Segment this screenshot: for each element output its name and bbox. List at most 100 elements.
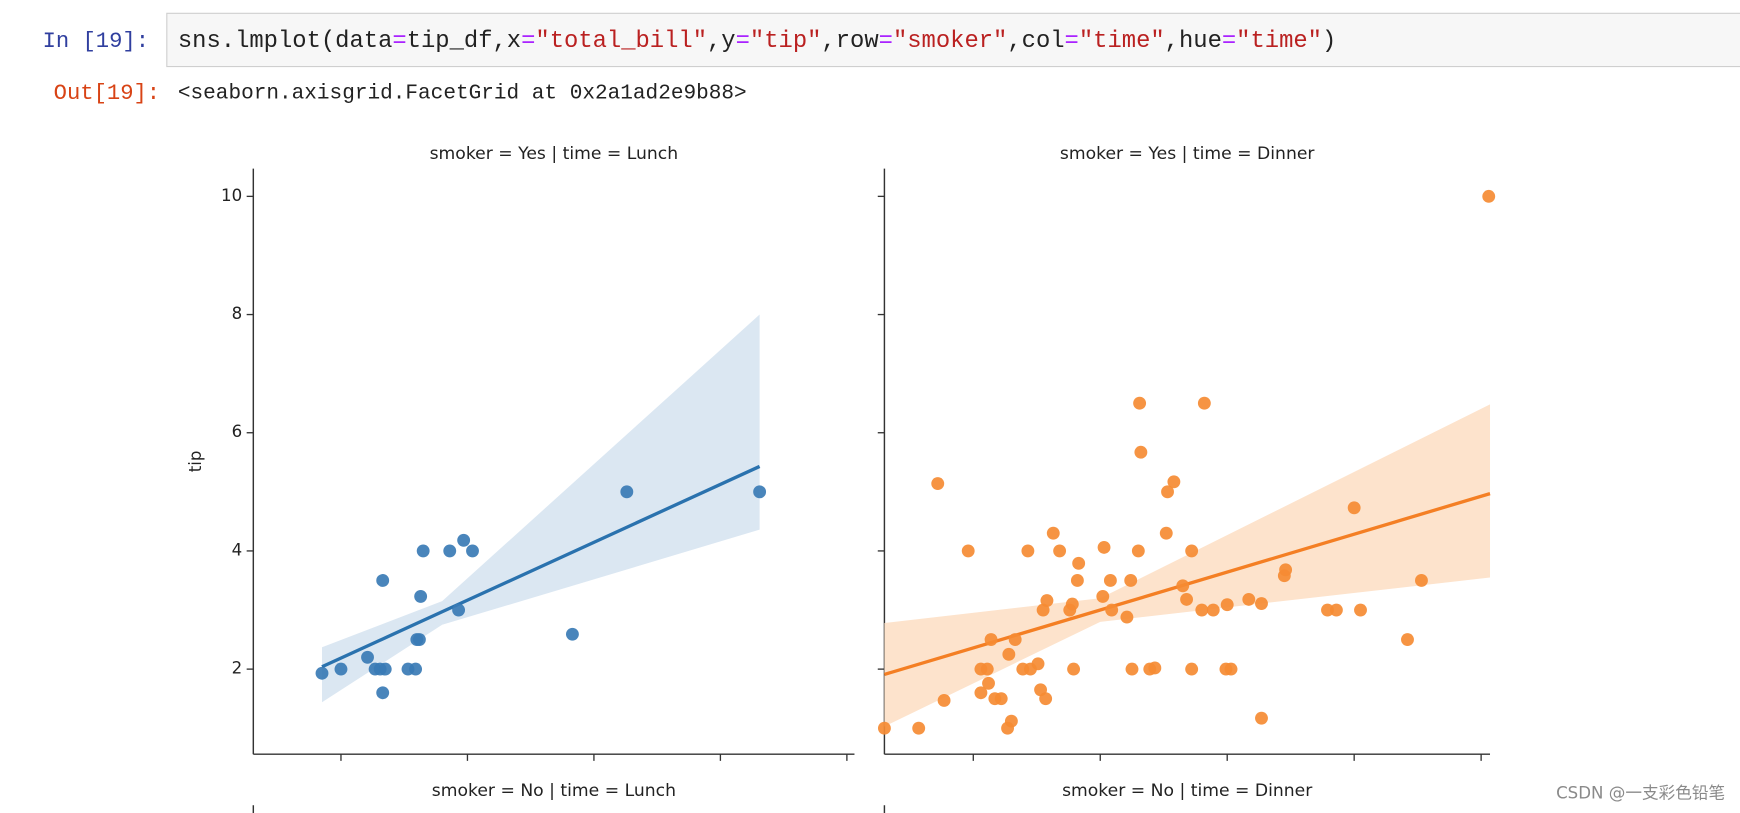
code-token: tip_df,x xyxy=(407,28,521,55)
point xyxy=(412,633,426,647)
point xyxy=(376,686,390,700)
point xyxy=(1097,540,1111,554)
point xyxy=(1220,598,1234,612)
point xyxy=(1159,526,1173,540)
point xyxy=(1070,574,1084,587)
point xyxy=(1133,396,1147,410)
point xyxy=(1279,563,1293,577)
point xyxy=(1046,526,1060,540)
point xyxy=(334,662,348,676)
point xyxy=(961,544,975,558)
point xyxy=(1039,692,1053,706)
out-prompt: Out[19]: xyxy=(54,81,160,106)
point xyxy=(1354,603,1367,617)
point xyxy=(1021,544,1035,558)
point xyxy=(1401,633,1414,647)
point xyxy=(1002,647,1016,661)
point xyxy=(1053,544,1067,558)
code-token: "time" xyxy=(1236,28,1322,55)
code-token: = xyxy=(1065,28,1079,55)
point xyxy=(984,633,998,647)
y-tick-label: 6 xyxy=(232,422,243,441)
point xyxy=(1242,592,1256,606)
point xyxy=(931,477,945,490)
point xyxy=(1482,189,1496,203)
code-token: "time" xyxy=(1079,28,1165,55)
point xyxy=(1031,657,1045,671)
point xyxy=(378,662,392,676)
code-token: = xyxy=(1222,28,1236,55)
code-token: "total_bill" xyxy=(535,28,707,55)
point xyxy=(416,544,430,558)
point xyxy=(1134,445,1148,459)
point xyxy=(565,627,579,641)
code-token: ) xyxy=(1322,28,1336,55)
regression-line xyxy=(883,492,1491,677)
point xyxy=(980,662,994,676)
point xyxy=(1180,592,1194,606)
point xyxy=(1176,579,1190,593)
code-token: ,hue xyxy=(1165,28,1222,55)
watermark: CSDN @一支彩色铅笔 xyxy=(1556,784,1725,803)
point xyxy=(315,666,329,680)
point xyxy=(912,721,926,735)
code-token: = xyxy=(736,28,750,55)
facet-title: smoker = No | time = Lunch xyxy=(432,781,676,801)
facet-title: smoker = No | time = Dinner xyxy=(1062,781,1313,801)
point xyxy=(1131,544,1145,558)
point xyxy=(1206,603,1220,617)
y-tick-label: 10 xyxy=(221,186,242,205)
point xyxy=(1004,714,1018,728)
code-token: = xyxy=(521,28,535,55)
code-cell-input[interactable] xyxy=(166,12,1740,68)
point xyxy=(409,662,423,676)
facet-title: smoker = Yes | time = Lunch xyxy=(430,144,679,164)
regression-line xyxy=(321,464,761,669)
point xyxy=(1161,485,1174,499)
point xyxy=(1329,603,1343,617)
code-token: sns.lmplot(data xyxy=(178,28,392,55)
code-token: = xyxy=(879,28,893,55)
point xyxy=(1040,594,1054,608)
code-token: ,y xyxy=(707,28,736,55)
code: sns.lmplot(data=tip_df,x="total_bill",y=… xyxy=(178,28,1336,55)
point xyxy=(620,485,634,499)
point xyxy=(994,692,1008,706)
point xyxy=(1008,633,1022,647)
point xyxy=(1125,662,1139,676)
point xyxy=(1195,603,1209,617)
point xyxy=(1224,662,1238,676)
point xyxy=(376,574,390,587)
y-tick-label: 4 xyxy=(232,540,243,559)
point xyxy=(982,676,995,690)
point xyxy=(1255,597,1268,610)
point xyxy=(443,544,457,558)
point xyxy=(1105,603,1119,617)
point xyxy=(1124,574,1138,587)
point xyxy=(452,603,466,617)
code-token: ,col xyxy=(1007,28,1064,55)
point xyxy=(466,544,479,558)
code-token: "tip" xyxy=(750,28,822,55)
point xyxy=(937,694,951,707)
confidence-band xyxy=(321,314,760,703)
y-tick-label: 8 xyxy=(232,304,243,323)
point xyxy=(1415,574,1428,587)
point xyxy=(1096,590,1110,603)
point xyxy=(1167,475,1181,489)
output-text: <seaborn.axisgrid.FacetGrid at 0x2a1ad2e… xyxy=(178,82,747,106)
point xyxy=(877,721,891,735)
point xyxy=(1185,662,1199,676)
y-axis-label: tip xyxy=(186,451,205,473)
facet-title: smoker = Yes | time = Dinner xyxy=(1060,144,1316,164)
code-token: "smoker" xyxy=(893,28,1007,55)
code-token: = xyxy=(392,28,406,55)
in-prompt: In [19]: xyxy=(43,29,149,54)
point xyxy=(1197,396,1211,410)
y-tick-label: 2 xyxy=(232,659,243,678)
point xyxy=(1067,662,1081,676)
point xyxy=(974,686,988,700)
point xyxy=(1103,574,1117,587)
